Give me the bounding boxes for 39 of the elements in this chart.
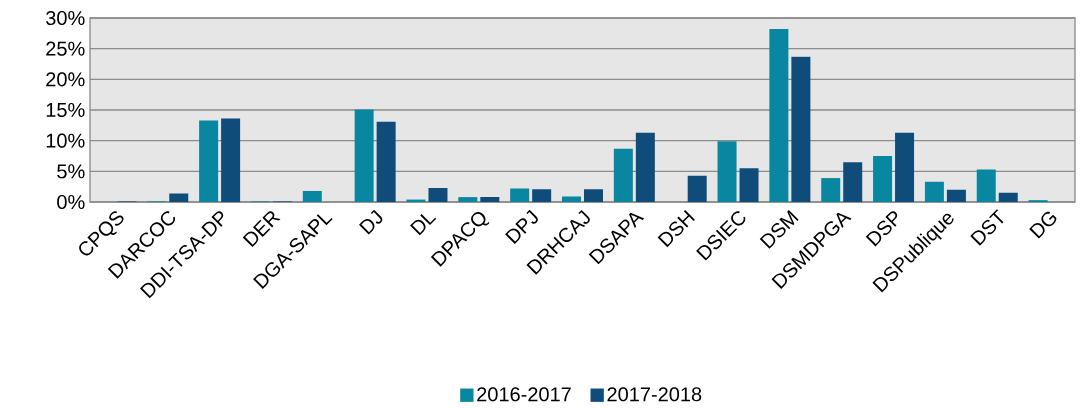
bar xyxy=(821,178,841,202)
bar xyxy=(562,196,581,202)
bar xyxy=(924,181,944,202)
bar xyxy=(717,141,737,202)
bar xyxy=(532,189,552,202)
bar xyxy=(998,192,1018,202)
y-tick-label: 0% xyxy=(57,194,85,210)
legend-label: 2017-2018 xyxy=(607,387,702,402)
bar xyxy=(199,120,219,202)
bar xyxy=(791,56,811,202)
bar xyxy=(739,168,759,202)
bar xyxy=(635,132,655,202)
bar xyxy=(584,189,603,202)
x-tick-label: DG xyxy=(1029,211,1057,239)
bar xyxy=(354,109,374,202)
bar xyxy=(687,175,707,202)
bar xyxy=(976,169,996,202)
bar xyxy=(376,121,396,202)
bar xyxy=(169,193,189,202)
bar xyxy=(221,118,241,202)
bar xyxy=(302,190,322,202)
bar xyxy=(946,189,966,202)
y-tick-label: 5% xyxy=(57,164,85,179)
legend-label: 2016-2017 xyxy=(477,387,571,402)
y-tick-label: 30% xyxy=(46,10,85,26)
bar xyxy=(428,187,448,202)
bar xyxy=(895,132,915,202)
y-tick-label: 25% xyxy=(46,41,85,56)
y-tick-label: 15% xyxy=(46,102,85,118)
bar xyxy=(843,162,863,202)
bar xyxy=(458,197,478,202)
bar xyxy=(769,29,789,202)
x-tick-label: DJ xyxy=(359,209,383,235)
bar xyxy=(613,148,633,202)
y-tick-label: 20% xyxy=(46,72,85,87)
bar xyxy=(873,156,893,202)
bar xyxy=(510,188,530,202)
y-tick-label: 10% xyxy=(46,133,85,148)
bar xyxy=(480,197,500,202)
